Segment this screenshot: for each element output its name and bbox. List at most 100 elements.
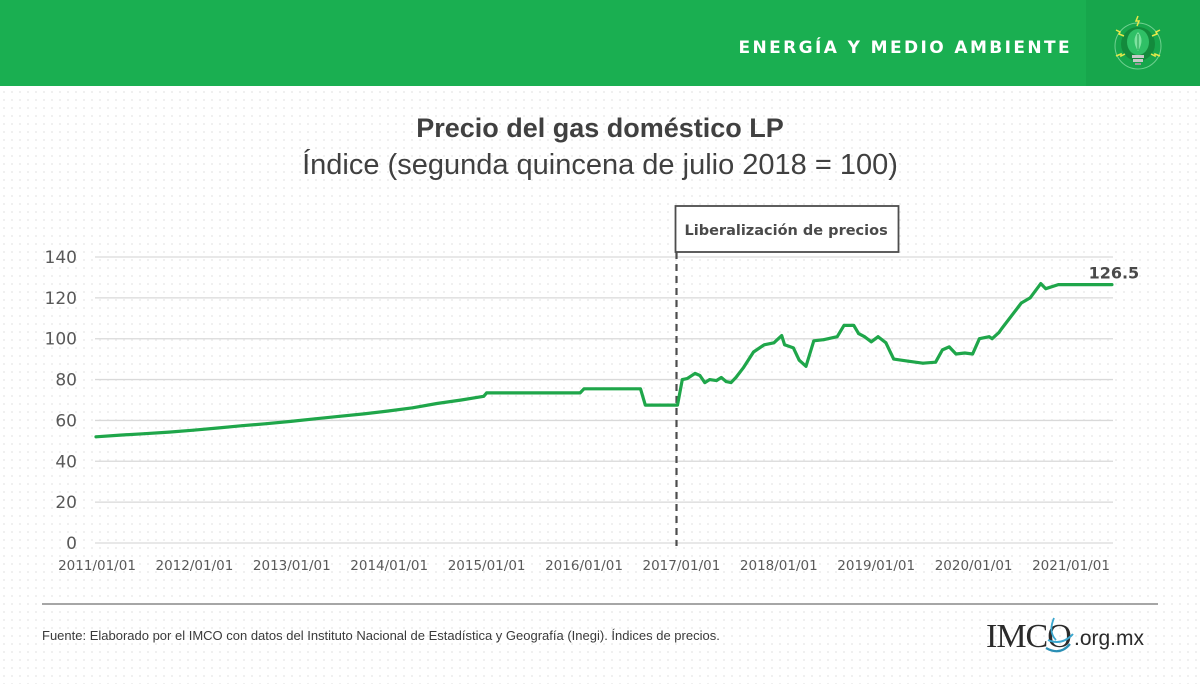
x-tick-label: 2019/01/01	[837, 558, 915, 574]
data-point	[863, 335, 866, 339]
data-point	[1000, 327, 1004, 330]
gridlines	[95, 256, 1113, 544]
x-tick-label: 2012/01/01	[155, 558, 233, 574]
data-point	[192, 428, 195, 432]
data-point	[1028, 296, 1032, 300]
y-tick-label: 120	[45, 289, 77, 309]
data-point	[812, 339, 816, 343]
data-point	[1044, 287, 1048, 291]
data-point	[703, 381, 707, 384]
data-point	[835, 335, 839, 339]
data-point	[167, 430, 171, 434]
data-point	[1090, 283, 1093, 286]
data-point	[963, 351, 967, 355]
data-point	[906, 359, 910, 363]
data-point	[680, 378, 684, 381]
data-point	[783, 343, 786, 347]
data-point	[1056, 283, 1060, 286]
data-point	[734, 376, 738, 379]
data-point	[676, 403, 679, 407]
data-point	[639, 387, 642, 391]
data-point	[762, 343, 766, 347]
data-point	[674, 403, 677, 407]
data-point	[772, 341, 776, 345]
liberalization-label-box	[674, 205, 900, 253]
data-point	[792, 346, 795, 350]
data-point	[1097, 283, 1101, 286]
data-point	[708, 378, 711, 381]
data-point	[752, 350, 755, 354]
x-tick-label: 2020/01/01	[935, 558, 1013, 574]
data-point	[954, 352, 958, 356]
imco-domain: .org.mx	[1074, 627, 1145, 650]
data-point	[386, 409, 390, 413]
data-point	[797, 358, 801, 362]
x-tick-label: 2018/01/01	[740, 558, 818, 574]
data-point	[338, 414, 341, 418]
data-point	[1066, 283, 1070, 286]
source-note: Fuente: Elaborado por el IMCO con datos …	[42, 628, 720, 643]
y-axis-ticks: 0 20 40 60 80 100 120 140	[45, 248, 77, 554]
data-point	[313, 417, 317, 421]
footer-divider	[42, 603, 1158, 605]
liberalization-label: Liberalización de precios	[685, 223, 888, 239]
data-point	[990, 337, 994, 341]
data-point	[289, 420, 293, 423]
data-point	[857, 332, 860, 335]
data-point	[780, 334, 784, 337]
x-tick-label: 2017/01/01	[642, 558, 720, 574]
x-tick-label: 2013/01/01	[253, 558, 331, 574]
data-point	[362, 412, 366, 416]
data-point	[693, 372, 697, 375]
y-tick-label: 20	[55, 493, 77, 513]
data-point	[118, 433, 122, 437]
data-point	[1083, 283, 1086, 286]
x-tick-label: 2016/01/01	[545, 558, 623, 574]
data-point	[435, 402, 439, 405]
data-point	[921, 361, 925, 365]
section-logo	[1086, 0, 1200, 86]
y-tick-label: 80	[55, 371, 77, 391]
data-point	[892, 357, 896, 361]
data-point	[719, 376, 723, 379]
data-point	[715, 379, 718, 382]
data-point	[852, 324, 856, 327]
y-tick-label: 140	[45, 248, 77, 268]
data-point	[978, 337, 981, 341]
header-banner: ENERGÍA Y MEDIO AMBIENTE	[0, 0, 1200, 86]
data-point	[240, 424, 244, 428]
data-point	[1074, 283, 1078, 286]
x-tick-label: 2014/01/01	[350, 558, 428, 574]
y-tick-label: 100	[45, 330, 77, 350]
x-tick-label: 2021/01/01	[1032, 558, 1110, 574]
y-tick-label: 40	[55, 452, 77, 472]
data-point	[94, 435, 98, 439]
x-tick-label: 2015/01/01	[448, 558, 526, 574]
data-point	[971, 352, 974, 356]
data-point	[143, 432, 147, 436]
data-point	[947, 345, 951, 349]
line-chart: 0 20 40 60 80 100 120 140 2011/01/01 2012/01/01 2…	[45, 205, 1139, 574]
data-point	[698, 374, 702, 377]
data-point	[987, 335, 991, 339]
section-title: ENERGÍA Y MEDIO AMBIENTE	[738, 38, 1072, 58]
annotations: Liberalización de precios 126.5	[674, 205, 1139, 546]
chart-subtitle: Índice (segunda quincena de julio 2018 =…	[302, 149, 898, 181]
data-point	[216, 426, 220, 430]
x-tick-label: 2011/01/01	[58, 558, 136, 574]
data-point	[742, 365, 746, 369]
y-tick-label: 0	[66, 534, 77, 554]
data-point	[459, 398, 463, 402]
series-line	[94, 282, 1114, 439]
lightbulb-leaf-icon	[1114, 15, 1162, 70]
data-point	[804, 364, 808, 368]
data-point	[582, 387, 586, 391]
data-point	[729, 381, 733, 384]
data-point	[643, 403, 647, 407]
y-tick-label: 60	[55, 411, 77, 431]
data-point	[934, 360, 937, 364]
data-point	[685, 377, 689, 380]
chart-title: Precio del gas doméstico LP	[416, 113, 784, 143]
data-point	[884, 341, 888, 345]
imco-logo-text: IMCO	[986, 618, 1072, 655]
